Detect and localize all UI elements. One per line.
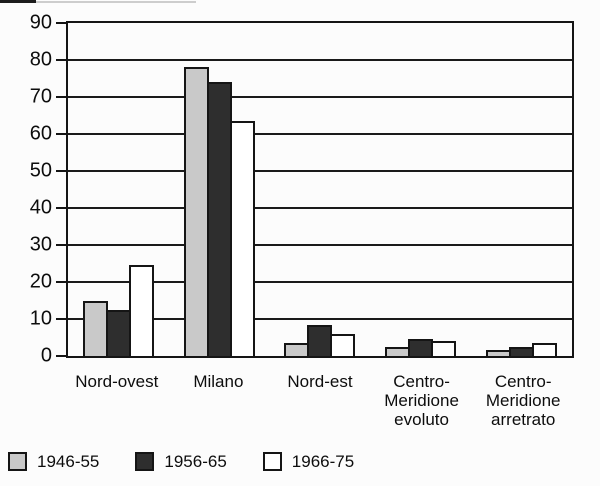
gridline [68,169,572,172]
x-category-label: Milano [168,372,270,429]
legend: 1946-55 1956-65 1966-75 [8,452,390,471]
bar-group [370,23,471,356]
bar-group [471,23,572,356]
y-tick [56,169,66,172]
y-tick [56,95,66,98]
bar [229,121,255,356]
bar [183,67,209,356]
scan-artifact [0,0,36,3]
x-category-label: Nord-est [269,372,371,429]
bar [128,265,154,356]
gridline [68,133,572,135]
gridline [68,95,572,98]
legend-item: 1946-55 [8,452,99,471]
bar [330,333,356,356]
x-axis-labels: Nord-ovest Milano Nord-est Centro- Meridione… [66,372,574,429]
y-tick-label: 90 [29,11,52,34]
gridline [68,207,572,209]
y-tick [56,317,66,320]
legend-label: 1946-55 [37,452,100,471]
x-category-label-line: Milano [193,372,244,391]
bar-group [68,23,169,356]
x-category-label: Centro- Meridione arretrato [472,372,574,429]
gridline [68,58,572,61]
bar [307,324,333,356]
gridline [68,281,572,283]
plot-area: 0 10 20 30 40 50 60 70 80 90 [30,13,574,366]
x-category-label-line: Centro- [393,372,450,391]
x-category-label-line: Meridione [485,391,561,410]
x-category-label: Nord-ovest [66,372,168,429]
legend-label: 1956-65 [164,452,227,471]
x-category-label-line: Nord-ovest [75,372,159,391]
bar [82,300,108,356]
y-tick-label: 70 [29,85,52,108]
x-category-label-line: Centro- [494,372,552,391]
bar-group [169,23,270,356]
y-tick-label: 10 [29,307,52,330]
legend-label: 1966-75 [291,452,355,471]
y-tick [56,281,66,283]
y-tick [56,58,66,61]
y-tick-label: 20 [29,270,52,293]
y-tick [56,22,66,24]
legend-swatch [8,452,27,471]
bar [284,343,310,356]
y-tick-label: 30 [29,233,52,256]
legend-swatch [135,452,155,471]
y-tick-label: 50 [29,159,52,182]
scan-artifact-faint [36,1,196,3]
bar [408,339,434,356]
y-tick-label: 40 [29,196,52,219]
gridline [68,317,572,320]
bar [431,341,457,356]
y-tick-label: 80 [29,48,52,71]
legend-swatch [262,452,282,471]
bar [206,82,232,356]
y-tick-label: 0 [40,344,52,367]
x-category-label: Centro- Meridione evoluto [371,372,473,429]
bar [532,343,558,356]
y-tick [56,133,66,135]
bar [486,350,512,356]
y-tick [56,355,66,357]
gridline [68,244,572,246]
legend-item: 1956-65 [135,452,227,471]
x-category-label-line: evoluto [394,410,449,429]
x-category-label-line: arretrato [491,410,556,429]
bar-groups [68,23,572,356]
bar [385,346,411,356]
x-category-label-line: Nord-est [287,372,353,391]
x-category-label-line: Meridione [384,391,459,410]
bar-group [270,23,371,356]
y-tick [56,207,66,209]
legend-item: 1966-75 [262,452,355,471]
y-tick-label: 60 [29,122,52,145]
bar [509,346,535,356]
y-tick [56,244,66,246]
bar [105,309,131,356]
